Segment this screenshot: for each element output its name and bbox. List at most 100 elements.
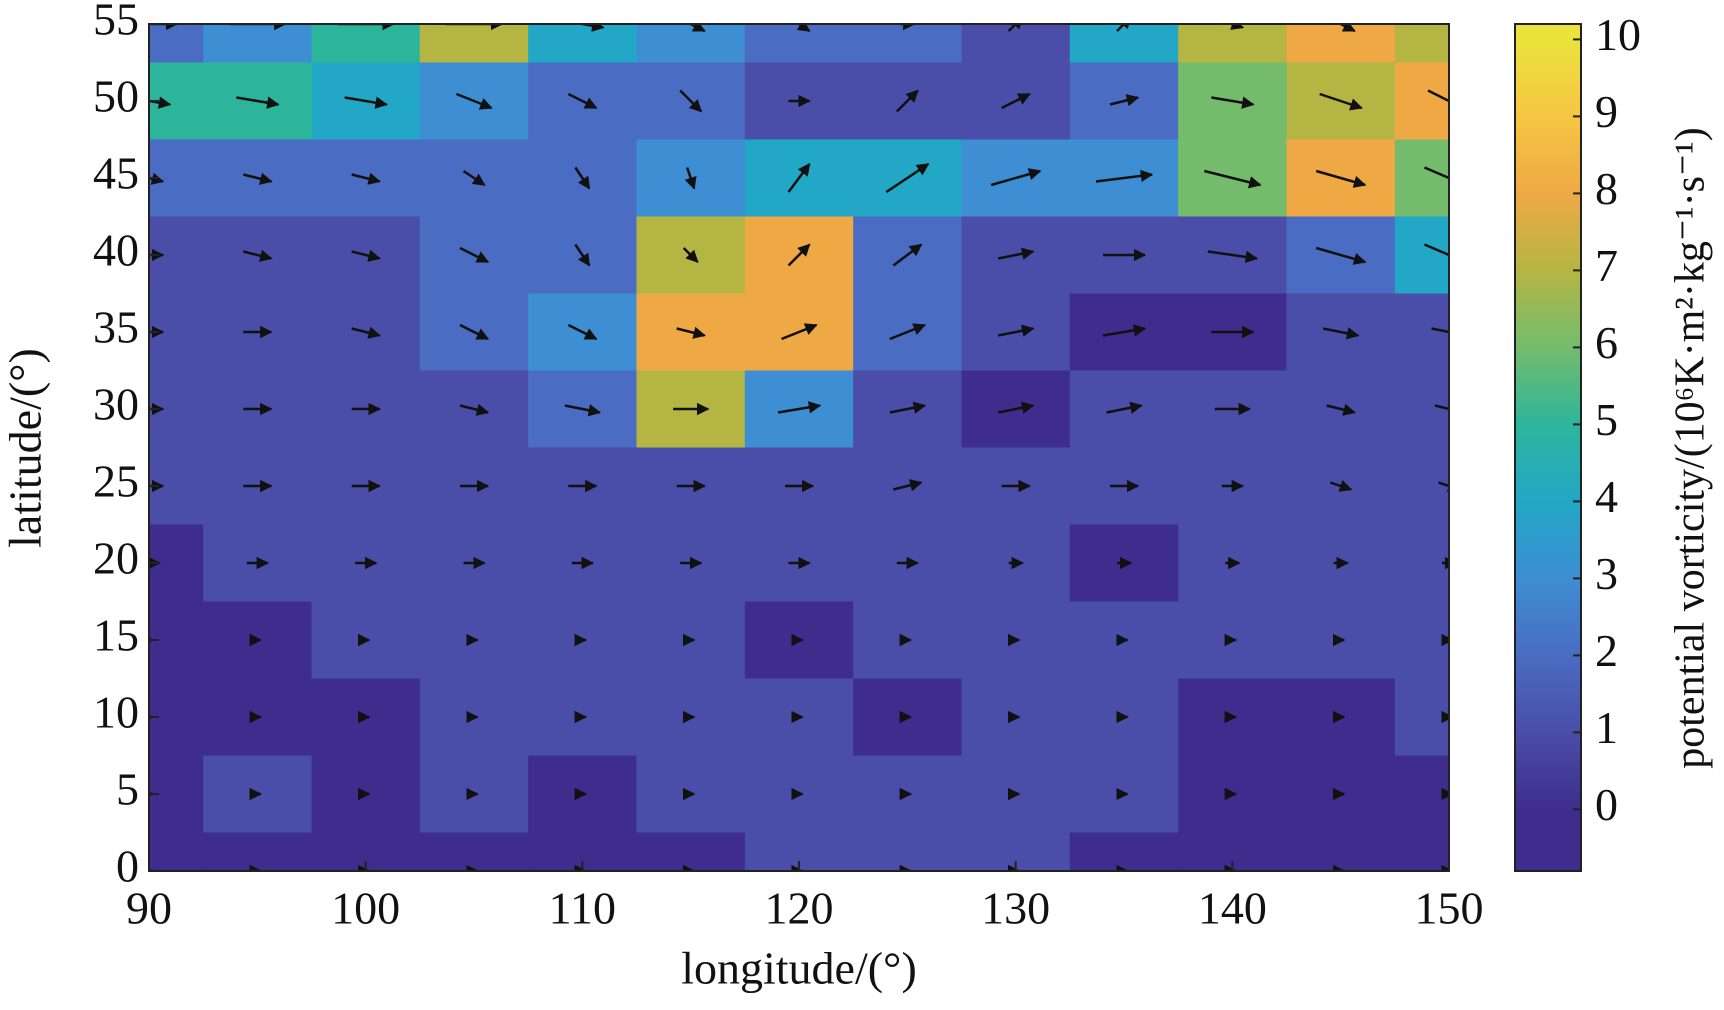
y-tick-label: 45 [93, 148, 139, 199]
pv-cell [1394, 293, 1449, 372]
wind-arrow [997, 247, 1035, 260]
wind-arrow [1315, 169, 1367, 188]
wind-arrow [781, 323, 818, 341]
wind-arrow [889, 401, 927, 414]
colorbar-tick-label: 4 [1595, 471, 1618, 522]
wind-arrow [1228, 24, 1245, 30]
colorbar-tick-label: 8 [1595, 163, 1618, 214]
pv-cell [1394, 139, 1449, 218]
y-tick-label: 15 [93, 610, 139, 661]
x-tick-label: 90 [126, 883, 172, 934]
wind-arrow [344, 96, 388, 109]
wind-arrow [1095, 169, 1154, 183]
pv-cell [1394, 62, 1449, 141]
wind-arrow [1102, 324, 1147, 337]
pv-cell [1286, 24, 1396, 64]
wind-arrow [1329, 480, 1353, 492]
wind-arrow [1106, 401, 1143, 414]
wind-arrow [997, 401, 1035, 414]
colorbar-tick-label: 10 [1595, 9, 1641, 60]
y-tick-label: 50 [93, 71, 139, 122]
wind-arrow [889, 323, 926, 341]
y-axis-label: latitude/(°) [0, 348, 51, 548]
colorbar-tick-label: 5 [1595, 394, 1618, 445]
pv-cell [203, 24, 313, 64]
pv-cell [419, 24, 529, 64]
wind-arrow [574, 166, 591, 190]
pv-cell [1394, 524, 1449, 603]
pv-cell [1394, 678, 1449, 757]
wind-arrow [895, 89, 919, 113]
pv-cell [149, 24, 204, 64]
wind-arrow [796, 24, 811, 33]
pv-cell [744, 24, 854, 64]
colorbar-label: potential vorticity/(10⁶K·m²·kg⁻¹·s⁻¹) [1668, 127, 1714, 768]
wind-arrow [1109, 94, 1140, 107]
wind-arrow [1431, 327, 1449, 334]
wind-arrow [564, 404, 602, 417]
wind-arrow [684, 167, 697, 190]
wind-arrow [462, 169, 486, 187]
pv-cell [1394, 216, 1449, 295]
y-tick-label: 5 [116, 764, 139, 815]
wind-arrow [1438, 480, 1449, 492]
x-tick-label: 120 [765, 883, 834, 934]
wind-arrow [893, 479, 923, 492]
wind-arrow [787, 163, 811, 193]
pv-cell [1394, 370, 1449, 449]
colorbar-tick-label: 3 [1595, 548, 1618, 599]
wind-arrow [567, 323, 598, 341]
y-tick-label: 30 [93, 379, 139, 430]
wind-arrow [1211, 96, 1255, 109]
wind-arrow [892, 243, 923, 267]
wind-arrow [1315, 246, 1367, 265]
y-tick-label: 0 [116, 841, 139, 892]
wind-arrow [459, 323, 490, 341]
y-tick-label: 10 [93, 687, 139, 738]
wind-arrow [679, 89, 703, 113]
pv-cell [1286, 832, 1396, 871]
colorbar-tick-label: 0 [1595, 779, 1618, 830]
wind-arrow [1007, 24, 1024, 32]
x-tick-label: 140 [1198, 883, 1267, 934]
pv-cell [203, 832, 313, 871]
colorbar-tick-label: 1 [1595, 702, 1618, 753]
wind-arrow [456, 92, 493, 110]
colorbar-tick-label: 9 [1595, 86, 1618, 137]
wind-arrow [787, 243, 811, 267]
wind-arrow [459, 246, 490, 264]
wind-arrow [351, 326, 381, 339]
pv-cell [149, 832, 204, 871]
wind-arrow [243, 249, 273, 262]
pv-cell [311, 24, 421, 64]
wind-arrow [777, 401, 822, 414]
wind-arrow [1424, 166, 1449, 180]
x-tick-label: 130 [981, 883, 1050, 934]
pv-cell [1178, 24, 1288, 64]
pv-cell [1394, 832, 1449, 871]
wind-arrow [351, 172, 381, 185]
wind-arrow [1001, 92, 1031, 110]
wind-arrow [1319, 92, 1363, 111]
y-tick-label: 20 [93, 533, 139, 584]
wind-arrow [149, 172, 165, 185]
y-tick-label: 25 [93, 456, 139, 507]
pv-cell [853, 24, 963, 64]
wind-arrow [574, 24, 605, 32]
y-tick-label: 55 [93, 0, 139, 45]
wind-arrow [1326, 403, 1356, 416]
wind-arrow [1337, 24, 1356, 33]
wind-arrow [574, 243, 591, 267]
pv-cell [1394, 24, 1449, 64]
y-tick-label: 40 [93, 225, 139, 276]
pv-cell [1394, 447, 1449, 526]
pv-cell [528, 24, 638, 64]
wind-arrow [243, 172, 273, 185]
wind-arrow [687, 24, 706, 33]
wind-arrow [1424, 243, 1449, 257]
wind-arrow [149, 96, 172, 109]
pv-cell [636, 24, 746, 64]
colorbar-tick-label: 7 [1595, 240, 1618, 291]
field [149, 24, 1449, 871]
